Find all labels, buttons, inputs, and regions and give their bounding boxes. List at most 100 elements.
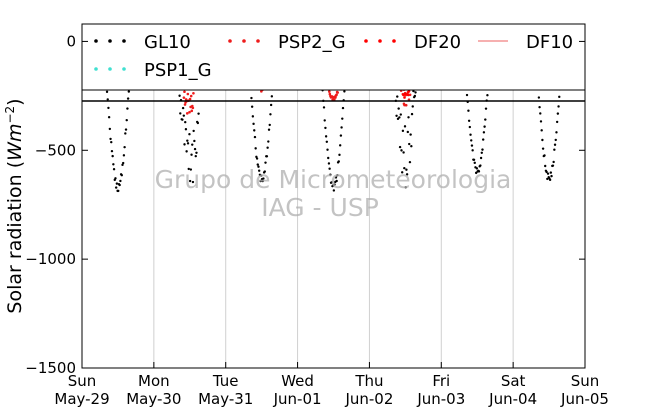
y-tick-label: 0	[66, 32, 76, 50]
data-point	[186, 92, 190, 96]
data-point	[183, 90, 186, 94]
data-point	[184, 128, 188, 131]
data-point	[257, 169, 261, 172]
data-point	[117, 189, 120, 193]
data-point	[544, 164, 547, 168]
data-point	[399, 113, 402, 116]
data-point	[263, 170, 267, 173]
x-tick-label-day: Sun	[571, 372, 600, 390]
data-point	[408, 160, 412, 164]
data-point	[555, 131, 558, 134]
data-point	[337, 160, 340, 163]
data-point	[400, 171, 404, 174]
data-point	[338, 153, 341, 157]
data-point	[262, 177, 265, 180]
data-point	[471, 149, 474, 152]
data-point	[403, 125, 407, 128]
data-point	[324, 126, 327, 130]
x-tick-label-day: Fri	[432, 372, 450, 390]
data-point	[481, 148, 484, 151]
data-point	[193, 147, 197, 151]
data-point	[539, 112, 542, 115]
data-point	[265, 155, 269, 158]
data-point	[107, 106, 110, 110]
data-point	[406, 93, 410, 96]
data-point	[486, 94, 489, 97]
data-point	[191, 106, 195, 110]
data-point	[268, 123, 271, 127]
data-point	[189, 168, 193, 171]
data-point	[111, 154, 114, 158]
data-point	[480, 151, 483, 155]
data-point	[557, 105, 560, 108]
data-point	[192, 91, 195, 95]
data-point	[196, 121, 200, 125]
data-point	[185, 150, 188, 153]
data-point	[188, 133, 191, 136]
data-point	[554, 138, 557, 142]
data-point	[405, 168, 408, 171]
data-point	[541, 147, 545, 150]
legend-entry: DF10	[478, 32, 573, 53]
data-point	[115, 182, 119, 185]
data-point	[188, 97, 192, 101]
x-tick-label-day: Tue	[212, 372, 239, 390]
data-point	[183, 143, 186, 146]
data-point	[549, 171, 553, 174]
data-point	[252, 122, 255, 126]
data-point	[193, 139, 196, 143]
legend-entry: GL10	[94, 32, 191, 53]
x-tick-label-date: Jun-03	[416, 390, 465, 408]
data-point	[339, 134, 343, 137]
data-point	[326, 148, 329, 151]
legend-marker	[94, 67, 98, 71]
data-point	[112, 167, 116, 171]
legend-marker	[364, 39, 368, 43]
data-point	[124, 132, 127, 135]
watermark-line1: Grupo de Micrometeorologia	[155, 165, 512, 194]
data-point	[553, 143, 557, 146]
x-tick-label-date: May-30	[126, 390, 181, 408]
data-point	[537, 96, 541, 99]
data-point	[253, 135, 257, 139]
data-point	[475, 167, 479, 170]
legend-marker	[108, 67, 112, 71]
data-point	[408, 142, 411, 146]
x-tick-label-date: Jun-04	[488, 390, 537, 408]
data-point	[341, 106, 345, 110]
data-point	[334, 96, 337, 99]
data-point	[343, 90, 346, 93]
data-point	[181, 106, 185, 110]
data-point	[114, 177, 117, 180]
data-point	[410, 145, 413, 148]
data-point	[323, 119, 326, 122]
x-tick-label-day: Wed	[281, 372, 314, 390]
legend: GL10 PSP2_G DF20 DF10 PSP1_G	[81, 23, 586, 91]
data-point	[484, 107, 488, 110]
data-point	[545, 170, 548, 174]
data-point	[335, 179, 338, 183]
x-tick-label-date: Jun-05	[560, 390, 609, 408]
data-point	[396, 95, 399, 98]
data-point	[401, 129, 405, 133]
data-point	[556, 112, 560, 115]
data-point	[402, 151, 405, 154]
data-point	[469, 133, 472, 136]
data-point	[108, 127, 112, 131]
data-point	[407, 116, 410, 119]
data-point	[106, 98, 109, 101]
data-point	[338, 144, 342, 147]
data-point	[553, 148, 556, 151]
data-point	[403, 166, 406, 170]
data-point	[398, 116, 401, 119]
data-point	[538, 105, 541, 109]
data-point	[324, 135, 328, 138]
y-tick-label: −1000	[25, 250, 76, 268]
data-point	[335, 93, 338, 97]
data-point	[181, 118, 184, 121]
data-point	[122, 161, 125, 165]
data-point	[479, 156, 483, 160]
data-point	[341, 117, 344, 120]
data-point	[477, 170, 481, 173]
data-point	[178, 94, 181, 97]
